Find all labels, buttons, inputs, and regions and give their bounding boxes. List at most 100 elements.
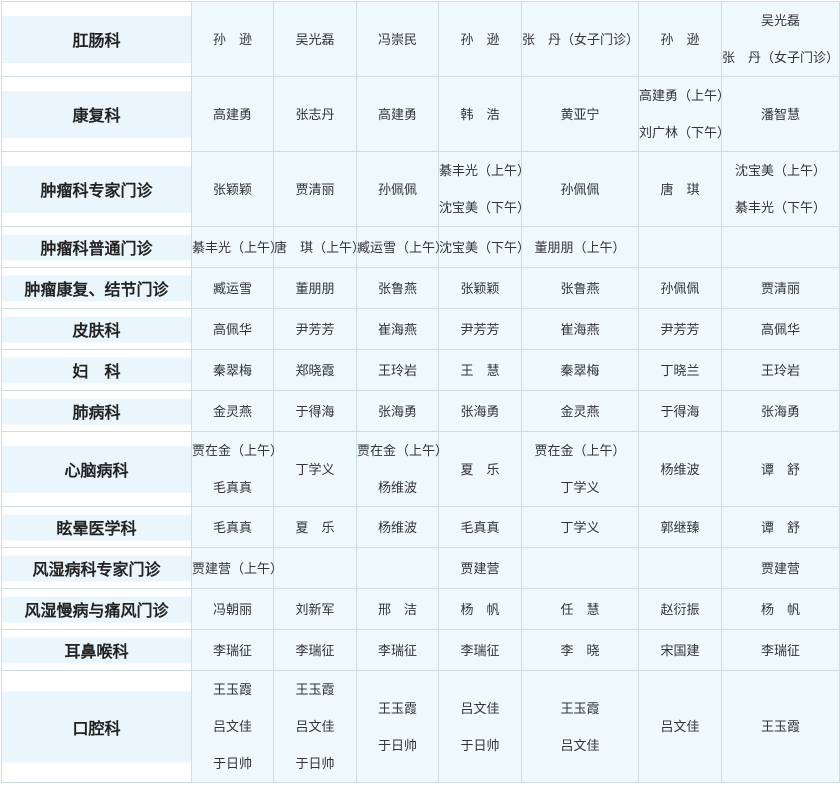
doctor-cell: 孙 逊 — [438, 1, 522, 77]
doctor-name: 黄亚宁 — [560, 106, 600, 122]
doctor-name: 于得海 — [660, 403, 700, 419]
doctor-cell: 臧运雪 — [191, 267, 274, 309]
doctor-name: 高建勇 — [212, 106, 252, 122]
doctor-cell: 高建勇 — [191, 76, 274, 152]
doctor-name: 董朋朋（上午） — [534, 239, 626, 255]
doctor-cell: 赵衍振 — [638, 588, 722, 630]
doctor-cell: 黄亚宁 — [521, 76, 639, 152]
doctor-cell: 贾在金（上午） 丁学义 — [521, 431, 639, 507]
doctor-name: 高佩华 — [212, 321, 252, 337]
doctor-name: 杨维波 — [377, 519, 417, 535]
doctor-cell: 张 丹（女子门诊） — [521, 1, 640, 77]
department-cell: 风湿病科专家门诊 — [1, 547, 192, 589]
doctor-cell: 谭 舒 — [721, 506, 840, 548]
department-cell: 风湿慢病与痛风门诊 — [1, 588, 192, 630]
doctor-name: 郭继臻 — [660, 519, 700, 535]
department-cell: 康复科 — [1, 76, 192, 152]
doctor-cell: 郑晓霞 — [273, 349, 357, 391]
doctor-name: 张鲁燕 — [377, 280, 417, 296]
doctor-cell: 刘新军 — [273, 588, 357, 630]
doctor-name: 丁学义 — [560, 480, 600, 495]
doctor-cell: 李瑞征 — [191, 629, 274, 671]
doctor-name: 刘新军 — [295, 601, 335, 617]
doctor-cell: 张鲁燕 — [356, 267, 439, 309]
doctor-name: 张海勇 — [460, 403, 500, 419]
doctor-cell: 高佩华 — [721, 308, 840, 350]
doctor-cell — [721, 226, 840, 268]
doctor-cell: 李瑞征 — [356, 629, 439, 671]
doctor-cell: 高建勇（上午） 刘广林（下午） — [638, 76, 731, 152]
doctor-name: 邢 洁 — [377, 601, 417, 617]
doctor-cell: 毛真真 — [191, 506, 274, 548]
doctor-name: 臧运雪 — [212, 280, 252, 296]
doctor-cell: 张鲁燕 — [521, 267, 639, 309]
doctor-name: 冯朝丽 — [212, 601, 252, 617]
doctor-name: 秦翠梅 — [212, 362, 252, 378]
doctor-name: 李瑞征 — [212, 642, 252, 658]
doctor-name: 孙佩佩 — [560, 181, 600, 197]
doctor-cell: 孙佩佩 — [521, 151, 639, 227]
table-row: 妇 科 秦翠梅 郑晓霞 王玲岩 王 慧 秦翠梅 丁晓兰 王玲岩 — [1, 349, 840, 391]
doctor-cell: 宋国建 — [638, 629, 722, 671]
doctor-name: 冯崇民 — [377, 31, 417, 47]
doctor-name: 毛真真 — [212, 480, 252, 495]
doctor-cell: 秦翠梅 — [521, 349, 639, 391]
doctor-cell: 冯崇民 — [356, 1, 439, 77]
doctor-name: 秦翠梅 — [560, 362, 600, 378]
doctor-name: 杨维波 — [660, 461, 700, 477]
doctor-cell: 王玉霞 吕文佳 于日帅 — [191, 670, 274, 783]
doctor-name: 任 慧 — [560, 601, 600, 617]
doctor-name: 高建勇（上午） — [639, 88, 731, 103]
doctor-name: 张 丹（女子门诊） — [522, 31, 640, 47]
doctor-name: 杨 帆 — [460, 601, 500, 617]
doctor-cell: 尹芳芳 — [438, 308, 522, 350]
doctor-cell: 杨 帆 — [438, 588, 522, 630]
doctor-name: 李瑞征 — [295, 642, 335, 658]
doctor-name: 韩 浩 — [460, 106, 500, 122]
doctor-name: 吕文佳 — [460, 700, 500, 716]
doctor-name: 孙 逊 — [660, 31, 700, 47]
table-row: 眩晕医学科 毛真真 夏 乐 杨维波 毛真真 丁学义 郭继臻 谭 舒 — [1, 506, 840, 548]
doctor-cell: 臧运雪（上午） — [356, 226, 448, 268]
department-cell: 心脑病科 — [1, 431, 192, 507]
doctor-name: 谭 舒 — [760, 461, 800, 477]
doctor-cell: 贾清丽 — [273, 151, 357, 227]
doctor-cell: 于得海 — [273, 390, 357, 432]
department-cell: 妇 科 — [1, 349, 192, 391]
doctor-name: 夏 乐 — [295, 519, 335, 535]
doctor-name: 吴光磊 — [295, 31, 335, 47]
doctor-name: 高佩华 — [760, 321, 800, 337]
doctor-name: 张鲁燕 — [560, 280, 600, 296]
doctor-name: 崔海燕 — [560, 321, 600, 337]
doctor-cell — [521, 547, 639, 589]
doctor-name: 潘智慧 — [760, 106, 800, 122]
department-cell: 皮肤科 — [1, 308, 192, 350]
doctor-cell: 夏 乐 — [273, 506, 357, 548]
doctor-name: 王玉霞 — [560, 700, 600, 716]
doctor-cell — [638, 226, 722, 268]
doctor-name: 贾清丽 — [295, 181, 335, 197]
table-row: 皮肤科 高佩华 尹芳芳 崔海燕 尹芳芳 崔海燕 尹芳芳 高佩华 — [1, 308, 840, 350]
department-cell: 肿瘤科普通门诊 — [1, 226, 192, 268]
department-cell: 肿瘤康复、结节门诊 — [1, 267, 192, 309]
table-row: 耳鼻喉科 李瑞征 李瑞征 李瑞征 李瑞征 李 晓 宋国建 李瑞征 — [1, 629, 840, 671]
department-cell: 肺病科 — [1, 390, 192, 432]
doctor-cell: 綦丰光（上午） 沈宝美（下午） — [438, 151, 530, 227]
doctor-name: 于日帅 — [212, 756, 252, 771]
doctor-name: 于日帅 — [377, 737, 417, 753]
doctor-cell: 董朋朋（上午） — [521, 226, 639, 268]
doctor-cell: 杨维波 — [638, 431, 722, 507]
doctor-cell: 任 慧 — [521, 588, 639, 630]
doctor-cell: 张志丹 — [273, 76, 357, 152]
doctor-cell: 秦翠梅 — [191, 349, 274, 391]
doctor-cell: 贾在金（上午） 毛真真 — [191, 431, 283, 507]
doctor-cell: 沈宝美（上午） 綦丰光（下午） — [721, 151, 840, 227]
doctor-name: 吴光磊 — [760, 13, 800, 28]
doctor-cell: 金灵燕 — [191, 390, 274, 432]
doctor-name: 金灵燕 — [560, 403, 600, 419]
doctor-cell: 王玲岩 — [356, 349, 439, 391]
department-cell: 口腔科 — [1, 670, 192, 783]
doctor-cell: 唐 琪 — [638, 151, 722, 227]
table-row: 风湿慢病与痛风门诊 冯朝丽 刘新军 邢 洁 杨 帆 任 慧 赵衍振 杨 帆 — [1, 588, 840, 630]
